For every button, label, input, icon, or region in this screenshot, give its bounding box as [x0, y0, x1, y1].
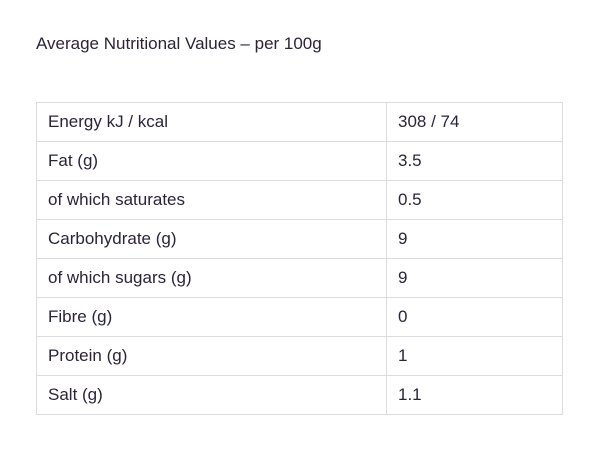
nutrient-name: Energy kJ / kcal [36, 102, 387, 142]
nutrient-name: Salt (g) [36, 375, 387, 415]
nutrition-heading: Average Nutritional Values – per 100g [36, 34, 322, 53]
table-row: Energy kJ / kcal 308 / 74 [36, 102, 563, 142]
nutrient-name: of which sugars (g) [36, 258, 387, 298]
table-row: Carbohydrate (g) 9 [36, 219, 563, 259]
table-row: of which sugars (g) 9 [36, 258, 563, 298]
nutrient-name: Protein (g) [36, 336, 387, 376]
nutrient-name: of which saturates [36, 180, 387, 220]
nutrient-value: 0.5 [386, 180, 563, 220]
nutrient-value: 9 [386, 219, 563, 259]
nutrient-value: 1.1 [386, 375, 563, 415]
table-row: Fat (g) 3.5 [36, 141, 563, 181]
nutrition-table: Energy kJ / kcal 308 / 74 Fat (g) 3.5 of… [36, 102, 563, 415]
nutrient-name: Fat (g) [36, 141, 387, 181]
nutrient-value: 308 / 74 [386, 102, 563, 142]
nutrient-value: 9 [386, 258, 563, 298]
nutrient-value: 0 [386, 297, 563, 337]
nutrient-name: Fibre (g) [36, 297, 387, 337]
nutrient-value: 1 [386, 336, 563, 376]
nutrient-value: 3.5 [386, 141, 563, 181]
table-row: Fibre (g) 0 [36, 297, 563, 337]
table-row: of which saturates 0.5 [36, 180, 563, 220]
table-row: Protein (g) 1 [36, 336, 563, 376]
nutrient-name: Carbohydrate (g) [36, 219, 387, 259]
table-row: Salt (g) 1.1 [36, 375, 563, 415]
